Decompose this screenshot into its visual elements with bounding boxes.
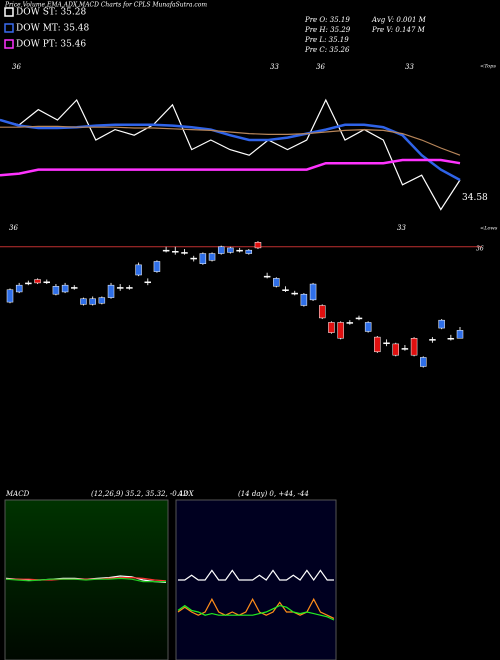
candle-body bbox=[328, 322, 335, 333]
candle-body bbox=[300, 293, 308, 306]
info-text: Pre L: 35.19 bbox=[304, 36, 349, 44]
candle-body bbox=[374, 336, 381, 353]
candle-body bbox=[309, 283, 317, 301]
candle-body bbox=[410, 338, 418, 356]
candle-body bbox=[135, 264, 142, 276]
top-label: 33 bbox=[270, 63, 279, 71]
line-series bbox=[178, 569, 334, 582]
line-series bbox=[6, 576, 167, 582]
lows-label: <Lows bbox=[480, 226, 498, 232]
candle-body bbox=[401, 348, 409, 350]
candle-body bbox=[199, 253, 207, 264]
chart-title: Price,Volume,EMA,ADX,MACD Charts for CPL… bbox=[4, 2, 207, 9]
candle-body bbox=[172, 251, 179, 253]
candle-body bbox=[116, 287, 124, 289]
tops-label: <Tops bbox=[480, 64, 496, 70]
candle-body bbox=[254, 242, 262, 249]
candle-body bbox=[392, 343, 399, 356]
line-series bbox=[177, 597, 335, 619]
legend-swatch bbox=[4, 23, 14, 33]
candle-body bbox=[71, 287, 78, 289]
candle-body bbox=[208, 253, 216, 261]
candle-body bbox=[318, 305, 326, 319]
candle-body bbox=[181, 252, 188, 254]
legend-text: DOW PT: 35.46 bbox=[16, 40, 86, 50]
top-label: 36 bbox=[12, 63, 21, 71]
candle-body bbox=[456, 330, 464, 339]
level-label: 36 bbox=[476, 245, 484, 252]
info-text: Avg V: 0.001 M bbox=[371, 16, 427, 24]
candle-body bbox=[190, 257, 197, 260]
panel-title: ADX bbox=[177, 490, 195, 498]
panel-params: (12,26,9) 35.2, 35.32, -0.12 bbox=[91, 490, 188, 498]
candle-body bbox=[107, 284, 115, 298]
top-label: 33 bbox=[405, 63, 414, 71]
candle-body bbox=[25, 282, 32, 285]
legend-swatch bbox=[4, 7, 14, 17]
line-series bbox=[177, 604, 335, 621]
panel-params: (14 day) 0, +44, -44 bbox=[238, 490, 309, 498]
candle-body bbox=[52, 286, 60, 295]
candle-body bbox=[98, 297, 106, 304]
candle-body bbox=[346, 322, 354, 324]
info-text: Pre H: 35.29 bbox=[304, 26, 351, 34]
candle-body bbox=[429, 339, 436, 341]
line-series bbox=[5, 577, 166, 583]
candle-body bbox=[43, 281, 50, 284]
candle-body bbox=[126, 287, 133, 289]
candle-body bbox=[291, 292, 298, 295]
line-series bbox=[0, 158, 461, 177]
info-text: Pre O: 35.19 bbox=[304, 16, 350, 24]
candle-body bbox=[263, 275, 271, 278]
candle-body bbox=[364, 322, 372, 332]
candle-body bbox=[227, 247, 234, 253]
candle-body bbox=[282, 289, 289, 291]
candle-body bbox=[80, 298, 87, 305]
candle-body bbox=[337, 322, 344, 339]
panel-title: MACD bbox=[5, 490, 30, 498]
legend-text: DOW ST: 35.28 bbox=[16, 8, 86, 18]
candle-body bbox=[89, 298, 96, 305]
candle-body bbox=[245, 249, 253, 254]
candle-body bbox=[6, 289, 14, 303]
line-series bbox=[0, 98, 461, 211]
bottom-label: 36 bbox=[9, 224, 18, 232]
candle-body bbox=[153, 261, 161, 272]
legend-text: DOW MT: 35.48 bbox=[16, 24, 90, 34]
candle-body bbox=[420, 357, 427, 367]
candle-body bbox=[162, 249, 170, 252]
candle-body bbox=[144, 281, 152, 284]
candle-body bbox=[34, 279, 41, 284]
top-label: 36 bbox=[316, 63, 325, 71]
candle-body bbox=[61, 284, 69, 293]
candle-body bbox=[236, 249, 243, 252]
info-text: Pre V: 0.147 M bbox=[371, 26, 426, 34]
last-value: 34.58 bbox=[462, 193, 488, 203]
candle-body bbox=[15, 284, 23, 293]
bottom-label: 33 bbox=[397, 224, 406, 232]
candle-body bbox=[217, 246, 225, 254]
legend-swatch bbox=[4, 39, 14, 49]
candle-body bbox=[438, 319, 445, 329]
line-series bbox=[0, 125, 461, 156]
candle-body bbox=[273, 278, 280, 287]
candle-body bbox=[447, 338, 455, 340]
candle-body bbox=[383, 342, 390, 345]
info-text: Pre C: 35.26 bbox=[304, 46, 350, 54]
candle-body bbox=[355, 317, 363, 320]
